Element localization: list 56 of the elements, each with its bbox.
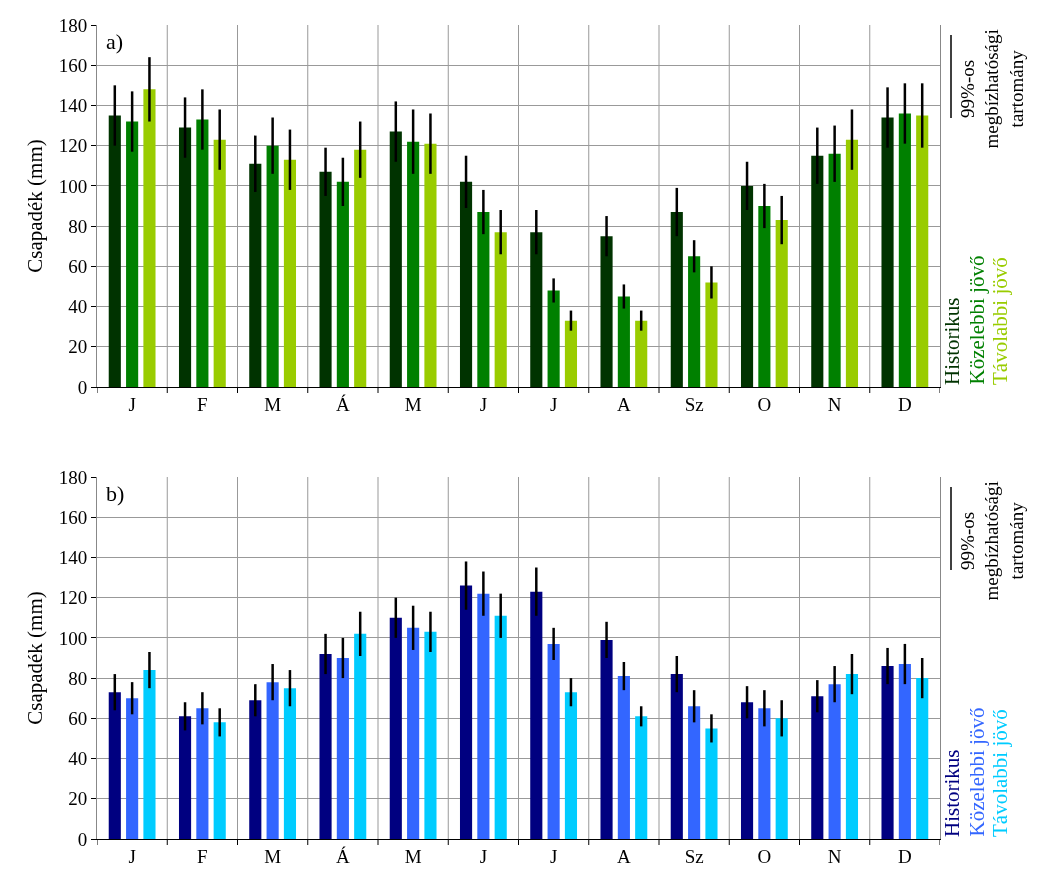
x-tick-label: Á (336, 393, 351, 415)
y-tick-label: 20 (68, 336, 88, 358)
x-tick-label: O (757, 393, 772, 415)
y-tick-label: 160 (58, 506, 88, 528)
x-tick-label: N (827, 393, 842, 415)
text: 99%-os megbízhatósági tartomány (956, 481, 1027, 601)
x-tick-label: M (264, 393, 282, 415)
y-tick-label: 40 (68, 748, 88, 770)
x-tick-label: A (617, 845, 632, 867)
x-tick-label: F (197, 393, 208, 415)
text: 99%-os megbízhatósági tartomány (956, 29, 1027, 149)
y-tick-label: 180 (58, 14, 88, 36)
x-tick-label: J (128, 845, 136, 867)
x-tick-label: D (898, 845, 912, 867)
y-tick-label: 120 (58, 587, 88, 609)
text: Közelebbi jövő (964, 255, 989, 385)
y-tick-label: 120 (58, 135, 88, 157)
x-tick-label: O (757, 845, 772, 867)
annotation: b) (106, 481, 125, 506)
y-tick-label: 80 (68, 215, 88, 237)
y-tick-label: 100 (58, 627, 88, 649)
y-tick-label: 160 (58, 54, 88, 76)
y-tick-label: 60 (68, 255, 88, 277)
text: Távolabbi jövő (988, 257, 1012, 385)
y-tick-label: 100 (58, 175, 88, 197)
text: Historikus (940, 749, 964, 837)
y-tick-label: 40 (68, 296, 88, 318)
y-tick-label: 140 (58, 547, 88, 569)
y-tick-label: 0 (77, 376, 88, 398)
x-tick-label: N (827, 845, 842, 867)
x-tick-label: M (404, 393, 422, 415)
x-tick-label: D (898, 393, 912, 415)
x-tick-label: Á (336, 845, 351, 867)
x-tick-label: F (197, 845, 208, 867)
x-tick-label: Sz (684, 393, 704, 415)
y-tick-label: 0 (77, 828, 88, 850)
y-axis-title: Csapadék (mm) (22, 139, 47, 273)
x-tick-label: J (549, 845, 558, 867)
text: Közelebbi jövő (964, 707, 989, 837)
annotation: a) (106, 29, 124, 54)
x-tick-label: J (549, 393, 558, 415)
text: Távolabbi jövő (988, 709, 1012, 837)
y-axis-title: Csapadék (mm) (22, 591, 47, 725)
x-tick-label: A (617, 393, 632, 415)
x-tick-label: J (479, 845, 488, 867)
x-tick-label: M (404, 845, 422, 867)
x-tick-label: J (128, 393, 136, 415)
x-tick-label: J (479, 393, 488, 415)
x-tick-label: Sz (684, 845, 704, 867)
text: Historikus (940, 297, 964, 385)
y-tick-label: 180 (58, 466, 88, 488)
y-tick-label: 20 (68, 788, 88, 810)
y-tick-label: 80 (68, 667, 88, 689)
y-tick-label: 140 (58, 95, 88, 117)
x-tick-label: M (264, 845, 282, 867)
y-tick-label: 60 (68, 707, 88, 729)
